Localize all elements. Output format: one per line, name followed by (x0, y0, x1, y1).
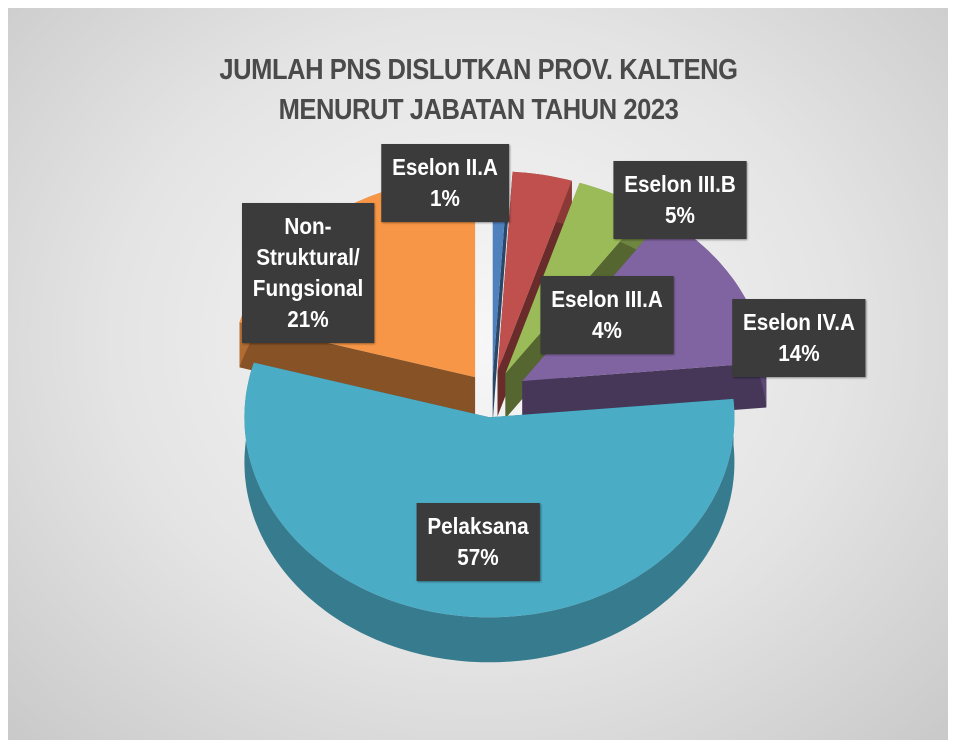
label-value: 5% (665, 202, 695, 228)
label-value: 14% (778, 340, 820, 366)
slice (244, 362, 735, 663)
label-category: Eselon III.B (624, 171, 736, 197)
slice-top (244, 362, 735, 618)
label-value: 1% (430, 185, 460, 211)
data-label: Eselon III.A 4% (540, 276, 674, 354)
label-value: 21% (287, 306, 329, 332)
data-label: Eselon III.B 5% (613, 161, 747, 239)
slice-top (497, 171, 572, 372)
label-value: 57% (457, 544, 499, 570)
data-label: Non- Struktural/ Fungsional 21% (241, 203, 375, 343)
label-category: Eselon IV.A (743, 309, 855, 335)
data-label: Eselon II.A 1% (381, 144, 509, 222)
label-value: 4% (592, 317, 622, 343)
label-category: Eselon II.A (392, 154, 498, 180)
label-category: Non- Struktural/ Fungsional (252, 213, 364, 301)
chart-title: JUMLAH PNS DISLUTKAN PROV. KALTENG MENUR… (219, 54, 738, 126)
label-category: Eselon III.A (551, 286, 663, 312)
data-label: Pelaksana 57% (416, 503, 540, 581)
slice-side (492, 177, 508, 423)
label-category: Pelaksana (427, 513, 529, 539)
data-label: Eselon IV.A 14% (732, 299, 866, 377)
slice-side (239, 322, 476, 423)
slice-top (492, 177, 508, 378)
